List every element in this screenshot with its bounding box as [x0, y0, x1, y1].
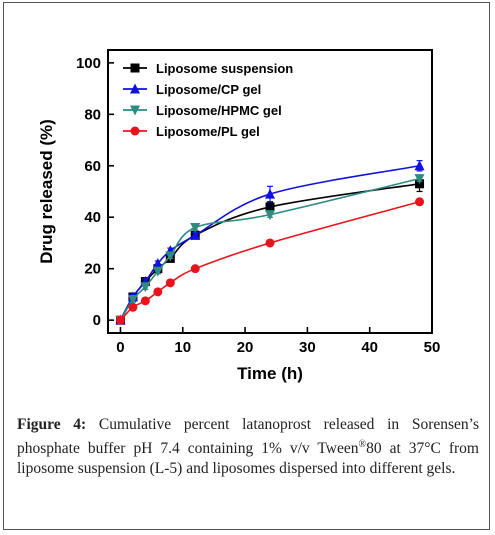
y-axis-title: Drug released (%)	[37, 119, 56, 264]
data-point-3	[190, 264, 200, 274]
caption-text-1: Cumulative percent latanoprost released …	[17, 416, 479, 458]
data-point-3	[165, 278, 175, 288]
y-tick-label: 60	[84, 158, 101, 175]
x-tick-label: 0	[116, 339, 124, 356]
x-tick-label: 20	[237, 339, 254, 356]
legend-label: Liposome/CP gel	[156, 82, 261, 97]
data-point-2	[265, 210, 275, 221]
data-point-2	[127, 295, 138, 306]
data-point-2	[190, 223, 201, 234]
legend-marker	[130, 63, 140, 73]
data-point-1	[265, 188, 275, 199]
plot-area-border	[107, 49, 433, 334]
data-point-3	[153, 287, 163, 297]
data-point-3	[415, 197, 425, 207]
data-point-3	[128, 302, 138, 312]
legend-marker	[130, 105, 140, 116]
caption-superscript: ®	[358, 439, 367, 450]
figure-caption: Figure 4: Cumulative percent latanoprost…	[17, 415, 479, 479]
caption-text-2: 80 at 37°C from liposome suspension (L-5…	[17, 440, 479, 478]
legend-marker	[130, 126, 140, 136]
y-tick-label: 20	[84, 261, 101, 278]
x-tick-label: 40	[361, 339, 378, 356]
chart-container: 0 10 20 30 40 50 0 20 40 60 80 100 Time (h) Drug rele…	[4, 3, 491, 398]
x-axis-title: Time (h)	[237, 364, 303, 383]
y-tick-label: 0	[93, 312, 101, 329]
x-tick-label: 30	[299, 339, 316, 356]
y-tick-label: 100	[76, 55, 101, 72]
data-point-3	[140, 296, 150, 306]
caption-label: Figure 4:	[17, 416, 87, 433]
data-point-0	[265, 202, 275, 212]
legend-label: Liposome suspension	[156, 61, 293, 76]
data-point-3	[265, 238, 275, 248]
x-tick-label: 10	[174, 339, 191, 356]
data-point-2	[152, 266, 163, 277]
data-point-2	[140, 282, 151, 293]
data-point-2	[165, 251, 176, 262]
y-tick-label: 40	[84, 209, 101, 226]
legend-marker	[130, 83, 140, 94]
data-point-1	[414, 160, 425, 171]
data-point-3	[115, 315, 125, 325]
y-tick-label: 80	[84, 106, 101, 123]
legend-label: Liposome/HPMC gel	[156, 103, 282, 118]
x-tick-label: 50	[424, 339, 441, 356]
legend-label: Liposome/PL gel	[156, 124, 260, 139]
data-point-1	[152, 258, 163, 269]
data-point-2	[414, 174, 425, 185]
figure-frame: 0 10 20 30 40 50 0 20 40 60 80 100 Time (h) Drug rele…	[3, 2, 490, 530]
release-chart: 0 10 20 30 40 50 0 20 40 60 80 100 Time (h) Drug rele…	[37, 49, 441, 383]
data-point-1	[190, 229, 201, 240]
